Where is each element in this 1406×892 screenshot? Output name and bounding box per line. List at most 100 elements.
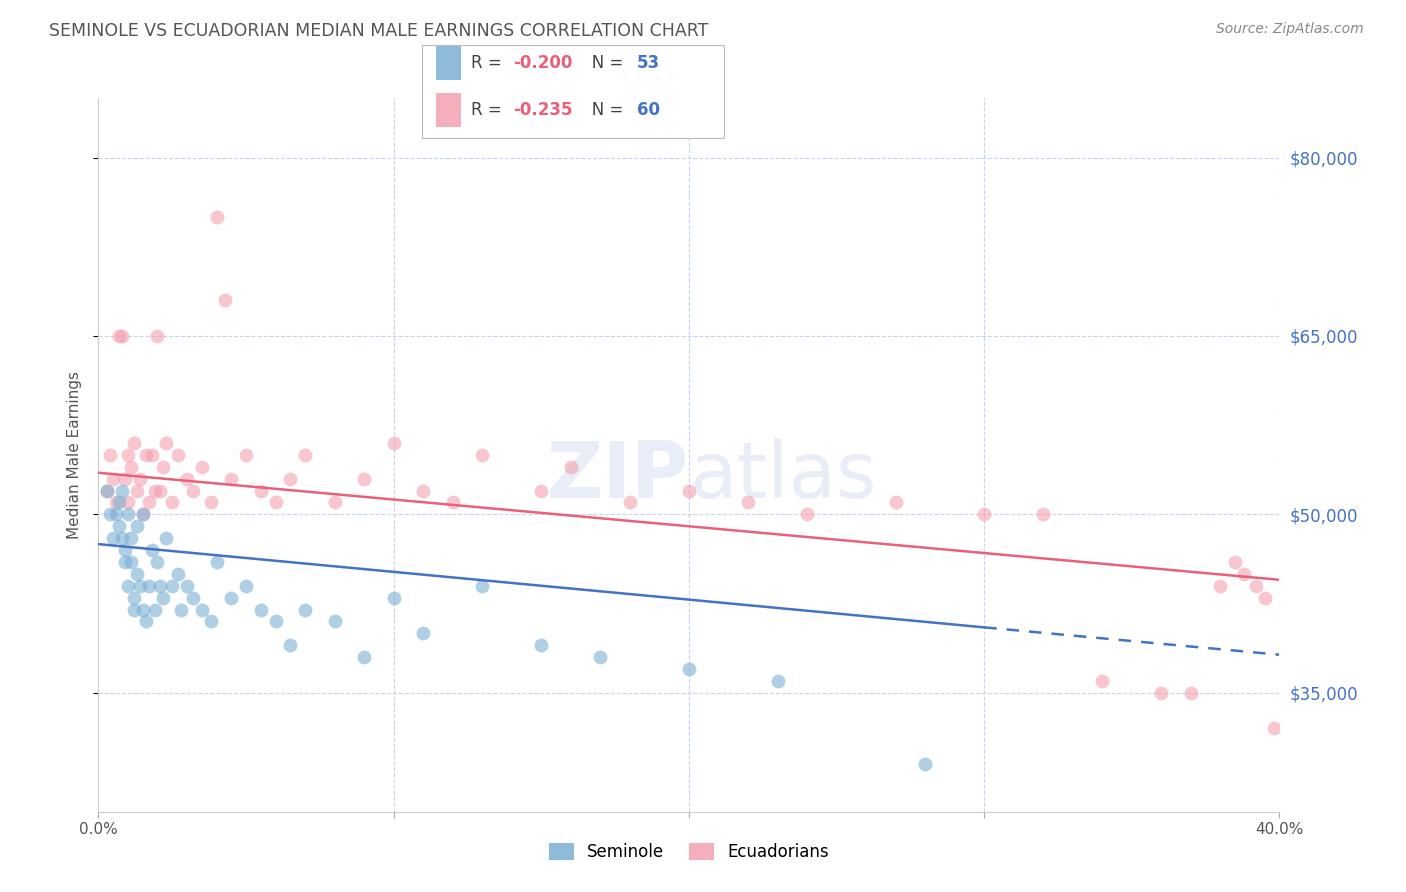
Point bbox=[1225, 555, 1247, 569]
Point bbox=[678, 662, 700, 676]
Point bbox=[250, 602, 273, 616]
Point bbox=[125, 519, 148, 533]
Point bbox=[176, 472, 198, 486]
Point bbox=[200, 495, 222, 509]
Point bbox=[155, 436, 177, 450]
Point bbox=[280, 472, 302, 486]
Point bbox=[1254, 591, 1277, 605]
Point bbox=[250, 483, 273, 498]
Text: R =: R = bbox=[471, 101, 508, 119]
Point bbox=[382, 591, 405, 605]
Point bbox=[280, 638, 302, 652]
Text: 60: 60 bbox=[637, 101, 659, 119]
Point bbox=[103, 531, 125, 545]
Point bbox=[108, 495, 131, 509]
Point bbox=[96, 483, 118, 498]
Point bbox=[205, 210, 228, 224]
Text: -0.235: -0.235 bbox=[513, 101, 572, 119]
Point bbox=[108, 329, 131, 343]
Point bbox=[149, 579, 172, 593]
Point bbox=[914, 757, 936, 772]
Point bbox=[120, 555, 142, 569]
Text: N =: N = bbox=[576, 54, 628, 72]
Point bbox=[294, 602, 316, 616]
Point bbox=[353, 650, 375, 665]
Point bbox=[132, 602, 155, 616]
Point bbox=[235, 448, 257, 462]
Point bbox=[152, 459, 174, 474]
Point bbox=[1244, 579, 1267, 593]
Point bbox=[103, 472, 125, 486]
Point bbox=[128, 472, 150, 486]
Point bbox=[181, 591, 204, 605]
Point bbox=[678, 483, 700, 498]
Point bbox=[441, 495, 464, 509]
Point bbox=[294, 448, 316, 462]
Point bbox=[96, 483, 118, 498]
Point bbox=[264, 495, 287, 509]
Point bbox=[170, 602, 193, 616]
Point bbox=[141, 543, 163, 558]
Point bbox=[143, 483, 166, 498]
Point bbox=[111, 483, 134, 498]
Point bbox=[98, 508, 121, 522]
Point bbox=[1233, 566, 1256, 581]
Point bbox=[323, 495, 346, 509]
Text: ZIP: ZIP bbox=[547, 438, 689, 515]
Point bbox=[412, 626, 434, 640]
Point bbox=[111, 531, 134, 545]
Point bbox=[191, 459, 214, 474]
Text: SEMINOLE VS ECUADORIAN MEDIAN MALE EARNINGS CORRELATION CHART: SEMINOLE VS ECUADORIAN MEDIAN MALE EARNI… bbox=[49, 22, 709, 40]
Point bbox=[117, 495, 139, 509]
Point bbox=[619, 495, 641, 509]
Text: R =: R = bbox=[471, 54, 508, 72]
Point bbox=[264, 615, 287, 629]
Point bbox=[141, 448, 163, 462]
Point bbox=[108, 519, 131, 533]
Point bbox=[105, 495, 128, 509]
Point bbox=[162, 579, 183, 593]
Point bbox=[323, 615, 346, 629]
Point bbox=[114, 543, 136, 558]
Point bbox=[162, 495, 183, 509]
Point bbox=[471, 579, 494, 593]
Point bbox=[98, 448, 121, 462]
Point bbox=[143, 602, 166, 616]
Point bbox=[214, 293, 236, 308]
Point bbox=[114, 555, 136, 569]
Point bbox=[1209, 579, 1232, 593]
Text: N =: N = bbox=[576, 101, 628, 119]
Point bbox=[1091, 673, 1114, 688]
Point bbox=[221, 472, 243, 486]
Point bbox=[560, 459, 582, 474]
Point bbox=[132, 508, 155, 522]
Point bbox=[132, 508, 155, 522]
Point bbox=[122, 436, 145, 450]
Point bbox=[155, 531, 177, 545]
Point bbox=[138, 579, 160, 593]
Point bbox=[766, 673, 789, 688]
Point bbox=[176, 579, 198, 593]
Point bbox=[589, 650, 612, 665]
Text: Source: ZipAtlas.com: Source: ZipAtlas.com bbox=[1216, 22, 1364, 37]
Text: atlas: atlas bbox=[689, 438, 876, 515]
Point bbox=[122, 602, 145, 616]
Text: 53: 53 bbox=[637, 54, 659, 72]
Point bbox=[135, 448, 157, 462]
Y-axis label: Median Male Earnings: Median Male Earnings bbox=[67, 371, 83, 539]
Point bbox=[125, 483, 148, 498]
Point bbox=[884, 495, 907, 509]
Point bbox=[412, 483, 434, 498]
Point bbox=[146, 329, 169, 343]
Point bbox=[205, 555, 228, 569]
Text: -0.200: -0.200 bbox=[513, 54, 572, 72]
Point bbox=[382, 436, 405, 450]
Point bbox=[146, 555, 169, 569]
Point bbox=[530, 638, 553, 652]
Point bbox=[135, 615, 157, 629]
Point bbox=[117, 448, 139, 462]
Point bbox=[152, 591, 174, 605]
Point bbox=[1263, 722, 1285, 736]
Point bbox=[1180, 686, 1202, 700]
Point bbox=[149, 483, 172, 498]
